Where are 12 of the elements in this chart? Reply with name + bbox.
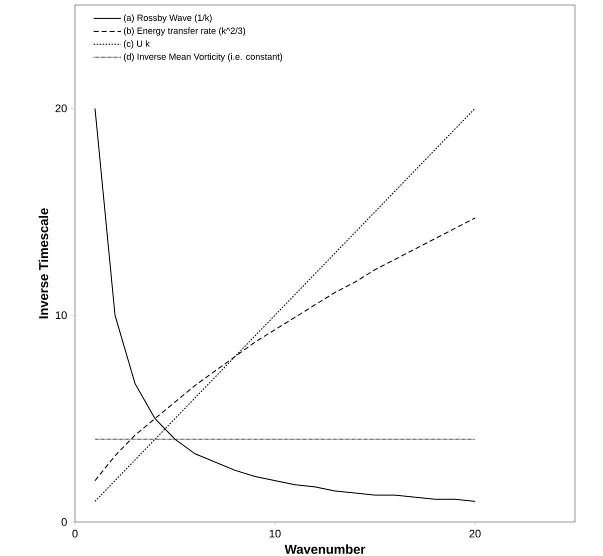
x-tick-label: 20: [469, 530, 481, 538]
x-tick-label: 10: [270, 530, 281, 538]
legend-label: (c) U k: [124, 40, 150, 49]
y-tick-label: 10: [56, 311, 67, 320]
y-axis-title: Inverse Timescale: [38, 208, 48, 318]
legend-label: (b) Energy transfer rate (k^2/3): [124, 27, 246, 36]
legend-label: (d) Inverse Mean Vorticity (i.e. constant): [124, 53, 282, 62]
y-tick-label: 0: [62, 518, 67, 526]
x-axis-title: Wavenumber: [284, 544, 366, 554]
legend-label: (a) Rossby Wave (1/k): [124, 14, 212, 23]
x-tick-label: 0: [72, 530, 78, 538]
y-tick-label: 20: [56, 104, 67, 112]
